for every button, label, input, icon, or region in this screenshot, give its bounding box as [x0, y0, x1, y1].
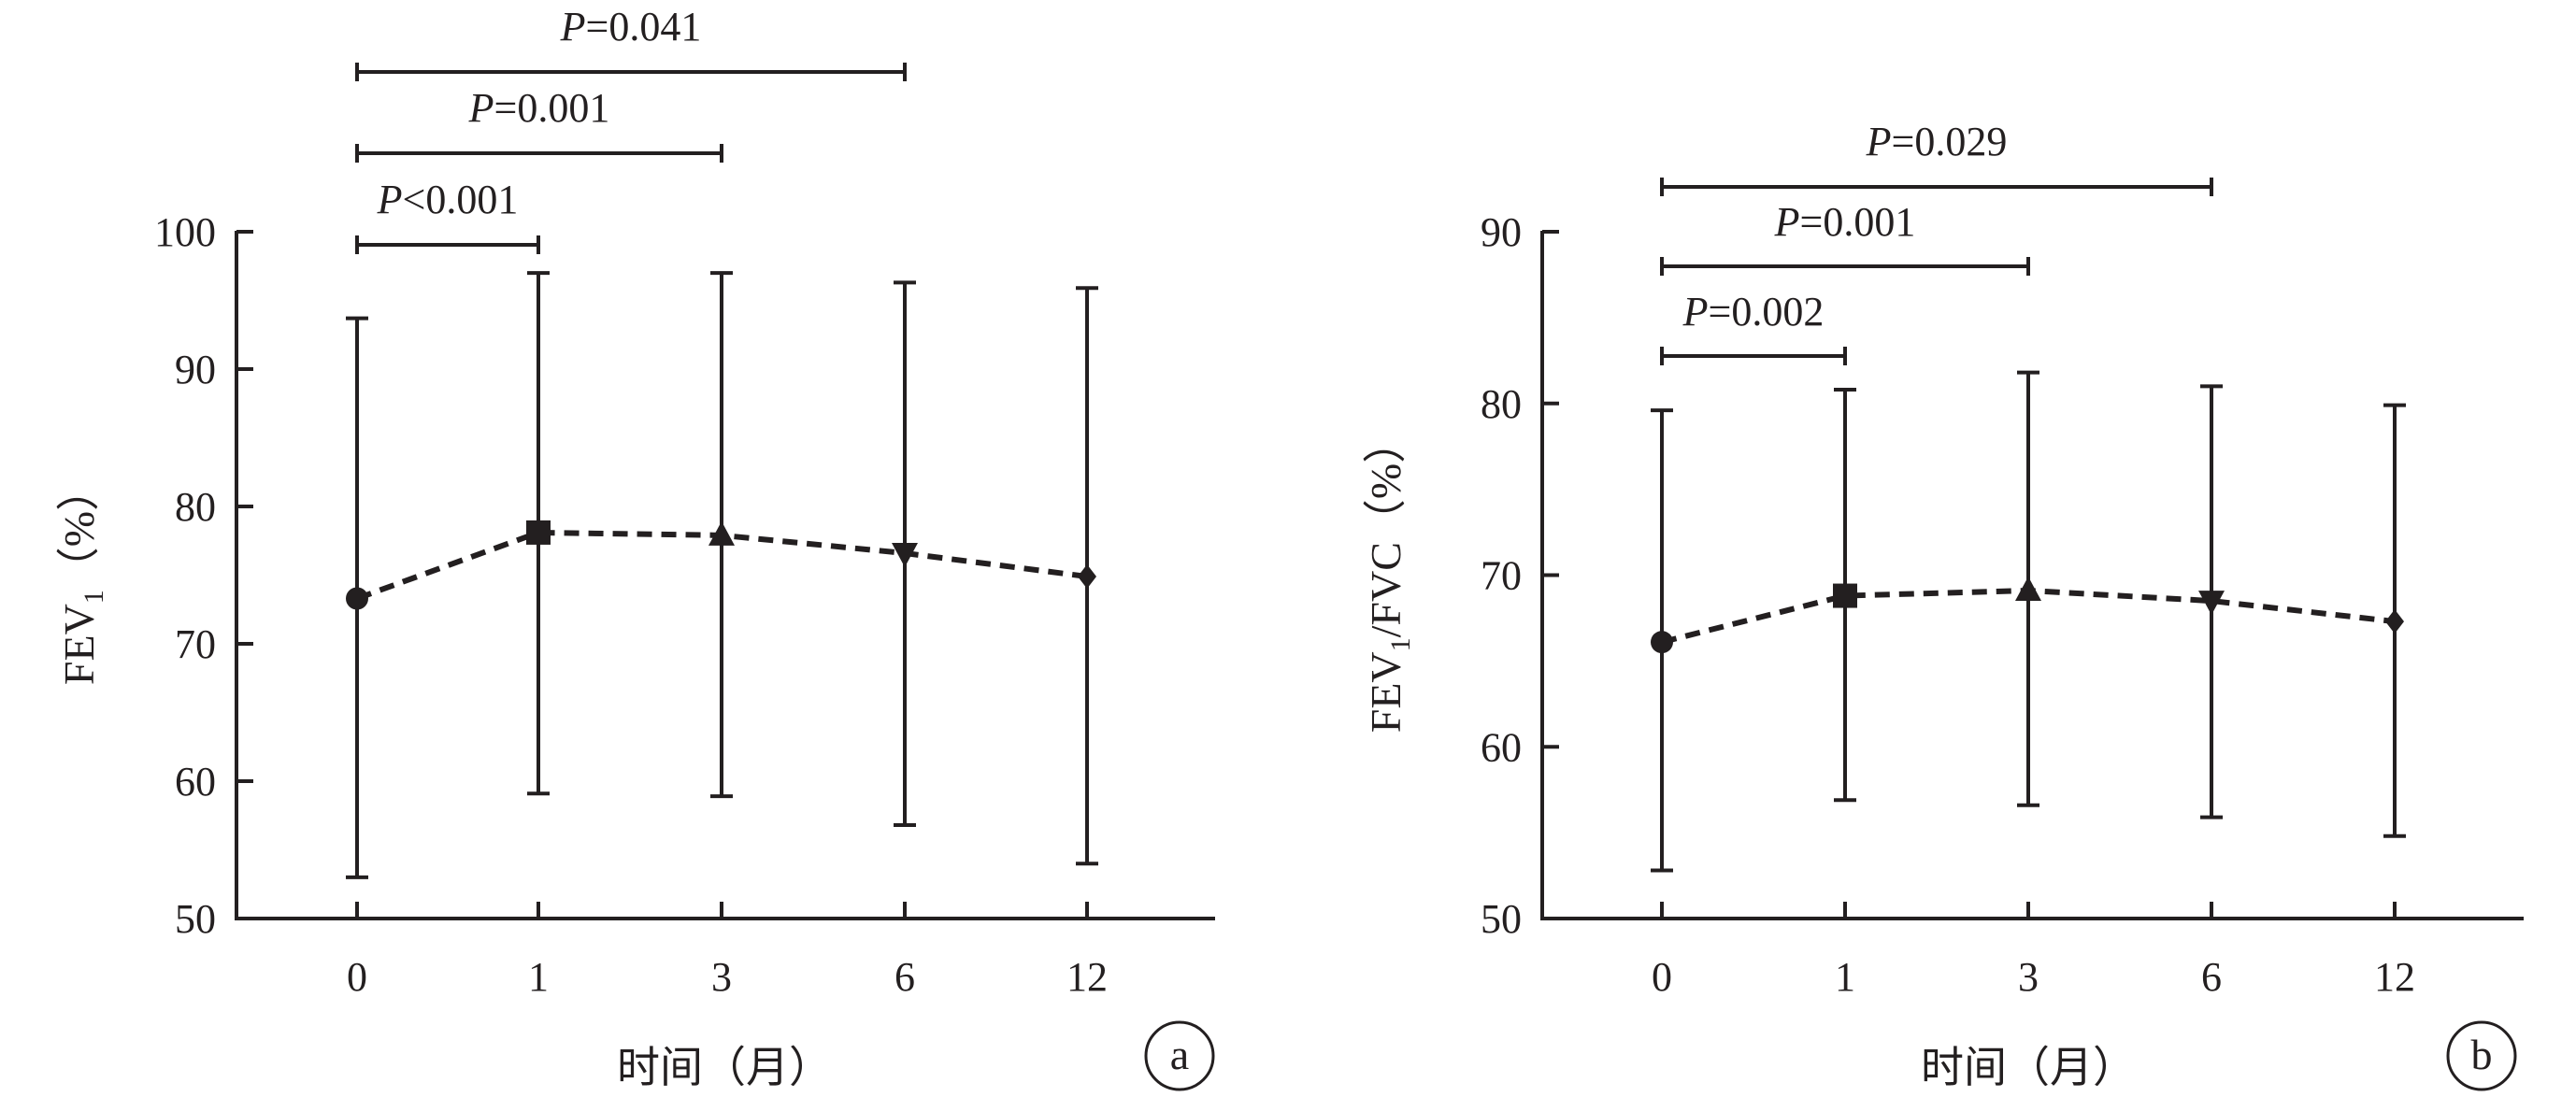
data-point-12	[1078, 563, 1096, 589]
p-value-label: P=0.001	[468, 85, 610, 131]
x-tick-label: 1	[528, 954, 549, 1000]
data-point-6	[892, 542, 918, 567]
chart-panel-b: 50 60 70 80 90 0 1 3 6 12 P=0.002 P=0.001 P=0.029 FEV…	[1362, 119, 2524, 1091]
chart-panel-a: 50 60 70 80 90 100 0 1 3 6 12 P<0.001 P=0.001 P=0.041…	[55, 4, 1215, 1091]
panel-letter-circle	[1144, 1020, 1215, 1091]
y-tick-label: 60	[175, 759, 216, 805]
x-tick-label: 0	[347, 954, 367, 1000]
x-tick-label: 3	[711, 954, 732, 1000]
x-axis-title: 时间（月）	[1921, 1044, 2136, 1091]
x-tick-label: 6	[2201, 954, 2222, 1000]
data-point-0	[1651, 631, 1673, 654]
x-axis-title: 时间（月）	[617, 1044, 832, 1091]
data-point-0	[346, 587, 368, 610]
y-tick-label: 70	[175, 621, 216, 667]
x-tick-label: 3	[2018, 954, 2039, 1000]
data-point-1	[1833, 583, 1857, 608]
x-tick-label: 0	[1652, 954, 1672, 1000]
significance-bracket: P=0.001	[1660, 199, 2030, 276]
data-point-3	[2015, 577, 2041, 602]
data-point-12	[2385, 609, 2404, 634]
p-value-label: P=0.002	[1682, 289, 1825, 335]
x-tick-label: 6	[894, 954, 915, 1000]
y-tick-label: 50	[175, 896, 216, 942]
significance-bracket: P=0.001	[355, 85, 723, 163]
data-point-3	[708, 520, 735, 546]
y-tick-label: 60	[1481, 724, 1522, 770]
y-tick-label: 80	[1481, 381, 1522, 427]
significance-bracket: P=0.041	[355, 4, 907, 81]
significance-bracket: P=0.002	[1660, 289, 1847, 365]
significance-bracket: P<0.001	[355, 177, 540, 254]
y-axis-title: FEV1（%）	[55, 468, 109, 685]
y-tick-label: 90	[175, 347, 216, 392]
data-point-1	[526, 520, 551, 545]
panel-letter-circle	[2446, 1020, 2517, 1091]
y-tick-label: 80	[175, 484, 216, 530]
y-axis-title: FEV1/FVC（%）	[1362, 420, 1416, 734]
x-tick-label: 1	[1835, 954, 1855, 1000]
panel-letter: b	[2471, 1031, 2493, 1078]
p-value-label: P=0.029	[1866, 119, 2008, 164]
p-value-label: P<0.001	[377, 177, 519, 222]
y-tick-label: 90	[1481, 209, 1522, 255]
x-tick-label: 12	[2374, 954, 2415, 1000]
panel-letter: a	[1170, 1031, 1189, 1078]
x-tick-label: 12	[1066, 954, 1108, 1000]
p-value-label: P=0.001	[1774, 199, 1916, 245]
y-tick-label: 50	[1481, 896, 1522, 942]
y-tick-label: 100	[154, 209, 216, 255]
data-point-6	[2198, 591, 2225, 616]
significance-bracket: P=0.029	[1660, 119, 2213, 196]
p-value-label: P=0.041	[560, 4, 702, 50]
y-tick-label: 70	[1481, 553, 1522, 599]
